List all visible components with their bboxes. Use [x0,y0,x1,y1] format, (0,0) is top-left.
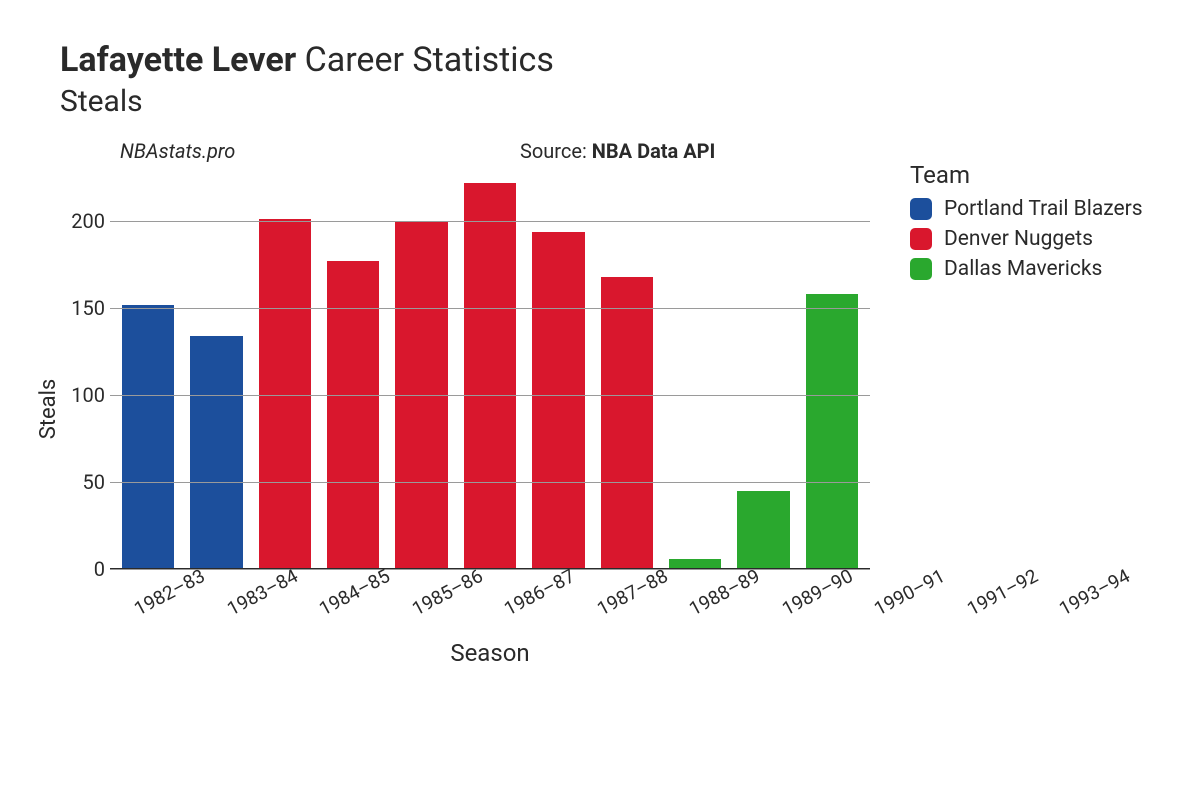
gridline [110,395,870,396]
legend-item: Denver Nuggets [910,227,1143,251]
bars-group [110,169,870,569]
legend-item: Portland Trail Blazers [910,197,1143,221]
y-tick-label: 150 [65,296,105,320]
legend-label: Dallas Mavericks [944,257,1102,281]
legend: Team Portland Trail Blazers Denver Nugget… [910,161,1143,287]
x-tick-label: 1990–91 [867,557,949,620]
y-axis-label: Steals [36,379,61,440]
chart-title-line1: Lafayette Lever Career Statistics [60,40,1160,80]
legend-label: Denver Nuggets [944,227,1093,251]
y-tick-label: 200 [65,209,105,233]
legend-title: Team [910,161,1143,189]
brand-text: NBAstats.pro [120,139,520,163]
bar [737,491,789,569]
chart-subhead: NBAstats.pro Source: NBA Data API [120,139,1160,163]
bar [601,277,653,569]
chart-area: Steals 1982–831983–841984–851985–861986–… [60,169,880,649]
chart-row: Steals 1982–831983–841984–851985–861986–… [60,169,1160,649]
gridline [110,221,870,222]
bar [806,294,858,569]
source-name: NBA Data API [592,139,716,163]
gridline [110,308,870,309]
x-tick-label: 1991–92 [959,557,1041,620]
x-axis-label: Season [110,639,870,667]
legend-swatch [910,198,932,220]
player-name: Lafayette Lever [60,40,296,80]
bar [190,336,242,569]
source-prefix: Source: [520,139,592,163]
title-suffix: Career Statistics [305,40,554,80]
legend-swatch [910,258,932,280]
x-tick-label: 1993–94 [1052,557,1134,620]
y-tick-label: 50 [65,470,105,494]
legend-swatch [910,228,932,250]
plot-region [110,169,870,569]
x-tick-labels: 1982–831983–841984–851985–861986–871987–… [110,575,870,606]
legend-item: Dallas Mavericks [910,257,1143,281]
bar [122,305,174,569]
bar [464,183,516,569]
chart-container: Lafayette Lever Career Statistics Steals… [0,0,1200,800]
y-tick-label: 100 [65,383,105,407]
source-text: Source: NBA Data API [520,139,715,163]
bar [532,232,584,569]
legend-label: Portland Trail Blazers [944,197,1143,221]
chart-title-line2: Steals [60,84,1160,119]
gridline [110,482,870,483]
y-tick-label: 0 [65,557,105,581]
